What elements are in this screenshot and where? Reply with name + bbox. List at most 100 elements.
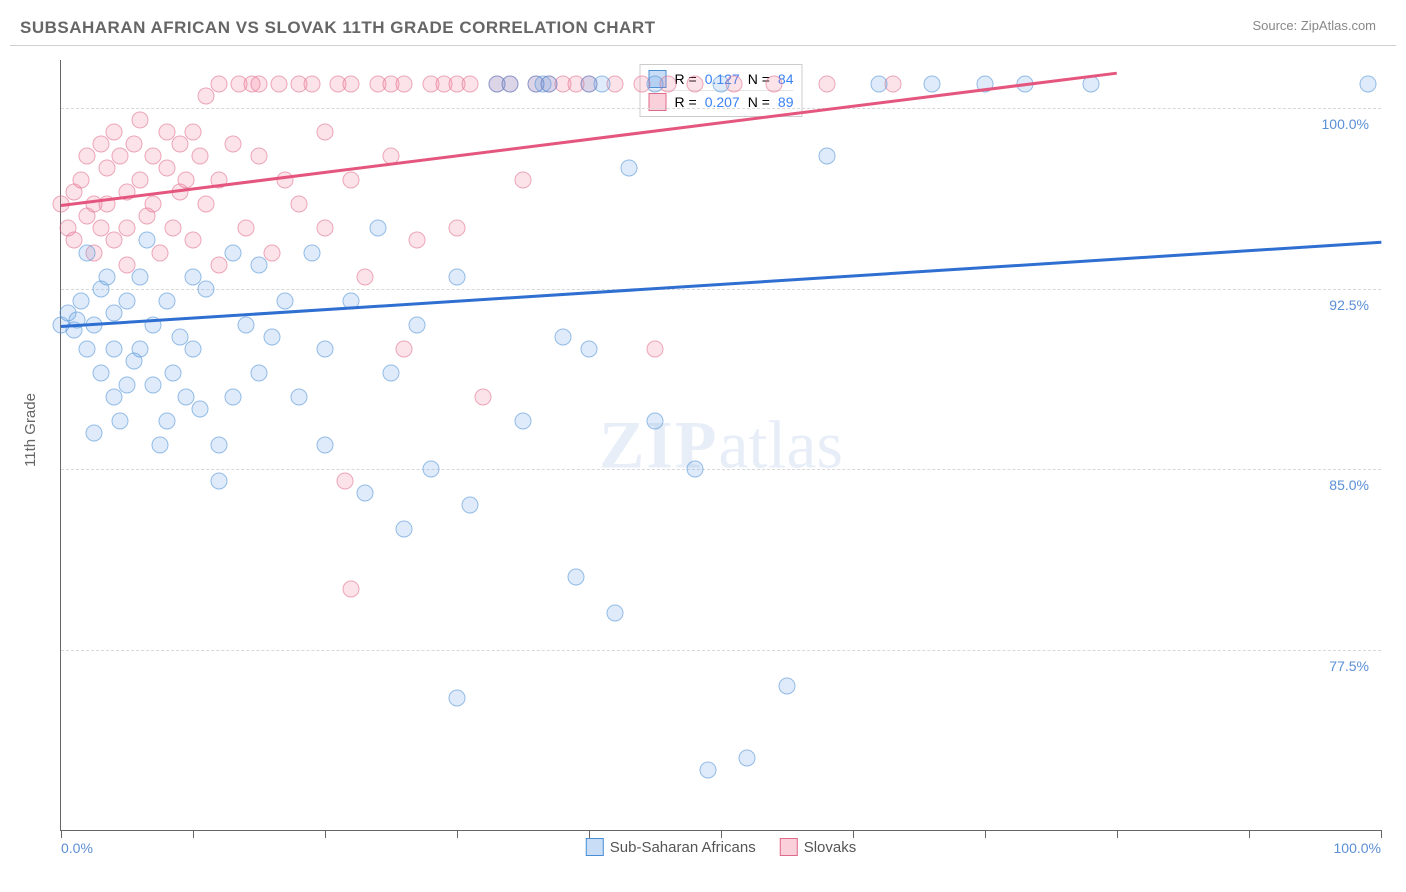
scatter-point-series2: [343, 172, 360, 189]
scatter-point-series1: [112, 412, 129, 429]
header-divider: [10, 45, 1396, 46]
scatter-point-series1: [924, 76, 941, 93]
scatter-point-series2: [224, 136, 241, 153]
scatter-point-series1: [818, 148, 835, 165]
scatter-point-series2: [270, 76, 287, 93]
x-axis-tick: [1117, 830, 1118, 838]
x-axis-tick: [721, 830, 722, 838]
scatter-point-series1: [383, 364, 400, 381]
scatter-point-series1: [152, 437, 169, 454]
x-axis-tick: [985, 830, 986, 838]
y-axis-tick-label: 100.0%: [1322, 116, 1369, 132]
scatter-point-series2: [105, 232, 122, 249]
scatter-point-series1: [251, 364, 268, 381]
scatter-point-series2: [317, 124, 334, 141]
scatter-point-series2: [99, 160, 116, 177]
x-axis-tick: [853, 830, 854, 838]
scatter-point-series2: [132, 172, 149, 189]
scatter-point-series1: [132, 268, 149, 285]
scatter-point-series1: [138, 232, 155, 249]
scatter-point-series1: [515, 412, 532, 429]
scatter-point-series2: [251, 76, 268, 93]
scatter-point-series1: [237, 316, 254, 333]
gridline: [61, 108, 1381, 109]
scatter-point-series2: [125, 136, 142, 153]
scatter-point-series1: [264, 328, 281, 345]
scatter-point-series2: [396, 76, 413, 93]
scatter-point-series2: [178, 172, 195, 189]
scatter-point-series2: [336, 473, 353, 490]
scatter-point-series1: [501, 76, 518, 93]
gridline: [61, 289, 1381, 290]
chart-title: SUBSAHARAN AFRICAN VS SLOVAK 11TH GRADE …: [20, 18, 656, 38]
scatter-point-series2: [303, 76, 320, 93]
gridline: [61, 469, 1381, 470]
x-axis-tick: [61, 830, 62, 838]
scatter-point-series1: [356, 485, 373, 502]
scatter-point-series2: [409, 232, 426, 249]
scatter-point-series1: [72, 292, 89, 309]
scatter-point-series2: [165, 220, 182, 237]
scatter-point-series2: [396, 340, 413, 357]
scatter-point-series2: [72, 172, 89, 189]
scatter-point-series2: [818, 76, 835, 93]
trendline-series1: [61, 240, 1381, 327]
scatter-point-series2: [317, 220, 334, 237]
scatter-point-series1: [647, 412, 664, 429]
y-axis-title: 11th Grade: [22, 393, 39, 467]
scatter-point-series2: [290, 196, 307, 213]
scatter-point-series1: [594, 76, 611, 93]
scatter-point-series2: [185, 232, 202, 249]
scatter-point-series1: [119, 292, 136, 309]
scatter-point-series1: [165, 364, 182, 381]
scatter-point-series2: [356, 268, 373, 285]
x-axis-label-max: 100.0%: [1334, 840, 1381, 856]
scatter-point-series1: [79, 340, 96, 357]
scatter-point-series2: [647, 340, 664, 357]
x-axis-tick: [193, 830, 194, 838]
scatter-point-series2: [145, 196, 162, 213]
stats-row-2: R = 0.207 N = 89: [649, 90, 794, 113]
scatter-point-series1: [251, 256, 268, 273]
scatter-point-series1: [79, 244, 96, 261]
legend-label-2: Slovaks: [804, 839, 857, 856]
scatter-point-series1: [449, 268, 466, 285]
series-legend: Sub-Saharan Africans Slovaks: [586, 838, 856, 856]
scatter-point-series2: [152, 244, 169, 261]
scatter-point-series1: [158, 292, 175, 309]
scatter-point-series1: [1359, 76, 1376, 93]
scatter-point-series1: [92, 364, 109, 381]
scatter-point-series1: [409, 316, 426, 333]
scatter-point-series2: [132, 112, 149, 129]
scatter-point-series1: [191, 400, 208, 417]
scatter-point-series1: [449, 689, 466, 706]
scatter-point-series1: [369, 220, 386, 237]
scatter-point-series1: [779, 677, 796, 694]
scatter-point-series2: [515, 172, 532, 189]
scatter-point-series1: [699, 761, 716, 778]
scatter-point-series1: [158, 412, 175, 429]
source-label: Source: ZipAtlas.com: [1252, 18, 1376, 33]
chart-container: SUBSAHARAN AFRICAN VS SLOVAK 11TH GRADE …: [0, 0, 1406, 892]
y-axis-tick-label: 85.0%: [1329, 477, 1369, 493]
x-axis-label-min: 0.0%: [61, 840, 93, 856]
series1-swatch: [586, 838, 604, 856]
scatter-point-series1: [145, 376, 162, 393]
scatter-point-series2: [343, 76, 360, 93]
scatter-point-series1: [211, 437, 228, 454]
scatter-point-series2: [185, 124, 202, 141]
scatter-point-series1: [541, 76, 558, 93]
scatter-point-series1: [303, 244, 320, 261]
x-axis-tick: [457, 830, 458, 838]
gridline: [61, 650, 1381, 651]
y-axis-tick-label: 77.5%: [1329, 658, 1369, 674]
scatter-point-series1: [185, 340, 202, 357]
scatter-point-series1: [277, 292, 294, 309]
scatter-point-series1: [871, 76, 888, 93]
scatter-point-series2: [105, 124, 122, 141]
scatter-point-series1: [686, 461, 703, 478]
scatter-point-series1: [290, 388, 307, 405]
scatter-point-series1: [119, 376, 136, 393]
x-axis-tick: [325, 830, 326, 838]
scatter-point-series1: [620, 160, 637, 177]
